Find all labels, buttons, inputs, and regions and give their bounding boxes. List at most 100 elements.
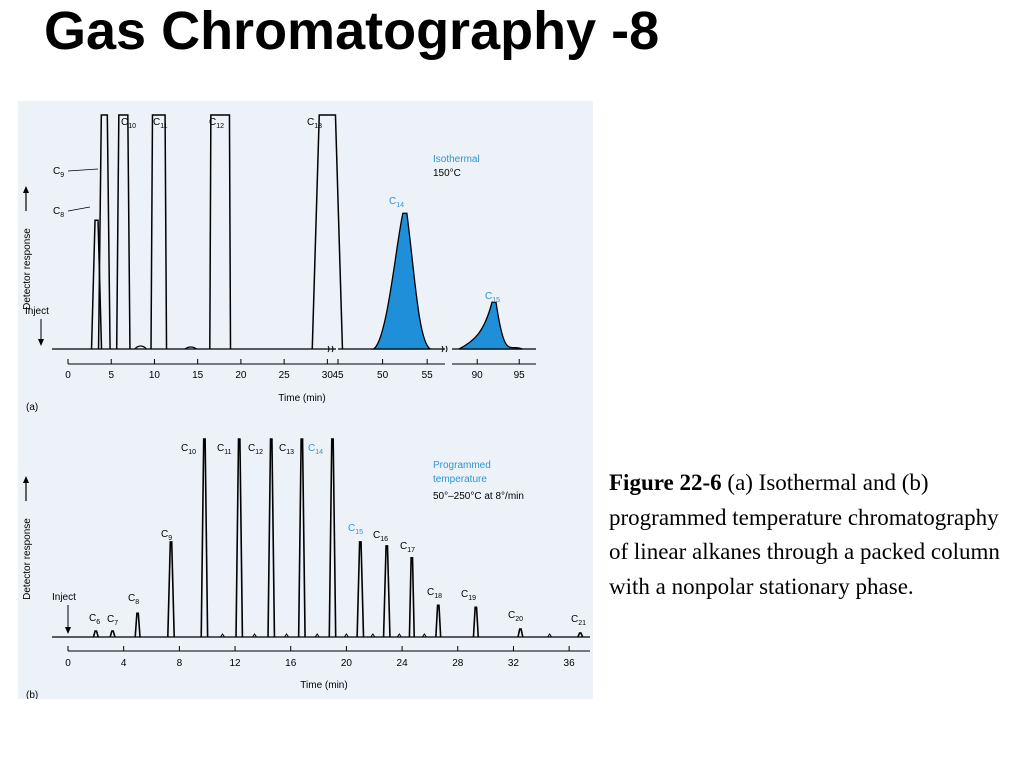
peak-a-C12 xyxy=(209,114,232,350)
peak-label-b-C10: C10 xyxy=(181,443,196,456)
chromatogram-figure: 0 5 10 15 20 25 30 45 50 55 90 95 Time (min) (a) Detec… xyxy=(22,114,590,699)
peak-label-b-C17: C17 xyxy=(400,541,415,554)
peak-label-b-C12: C12 xyxy=(248,443,263,456)
peak-b-C8 xyxy=(134,612,141,638)
peak-b-C11 xyxy=(235,438,244,638)
y-axis-label: Detector response xyxy=(22,518,33,600)
y-axis-label: Detector response xyxy=(22,228,33,310)
peak-b-C20 xyxy=(517,628,524,638)
tick-label-a-45: 45 xyxy=(332,370,344,381)
condition-b-1: temperature xyxy=(433,474,487,485)
peak-label-a-C8: C8 xyxy=(53,206,64,219)
peak-a-C10 xyxy=(115,114,131,350)
condition-b-0: Programmed xyxy=(433,460,491,471)
tick-label-b-20: 20 xyxy=(341,658,353,669)
condition-a-0: Isothermal xyxy=(433,154,480,165)
baseline-blip-b-6 xyxy=(396,633,402,638)
tick-label-b-12: 12 xyxy=(229,658,241,669)
inject-arrowhead-b xyxy=(65,627,71,634)
tick-label-b-28: 28 xyxy=(452,658,464,669)
tick-label-a-30: 30 xyxy=(322,370,334,381)
peak-label-a-C14: C14 xyxy=(389,196,404,209)
tick-label-a-5: 5 xyxy=(108,370,114,381)
peak-a-C15 xyxy=(458,301,523,350)
panel-label-b: (b) xyxy=(26,690,38,699)
tick-label-a-15: 15 xyxy=(192,370,204,381)
peak-b-C18 xyxy=(435,604,442,638)
peak-label-b-C18: C18 xyxy=(427,587,442,600)
y-axis-group-a: Detector response xyxy=(22,186,33,310)
y-axis-group-b: Detector response xyxy=(22,476,33,600)
axis-break-a2 xyxy=(441,345,448,353)
axis-break-a1 xyxy=(327,345,334,353)
inject-label-b: Inject xyxy=(52,592,76,603)
peak-label-b-C16: C16 xyxy=(373,530,388,543)
inject-arrowhead-a xyxy=(38,339,44,346)
peak-label-b-C21: C21 xyxy=(571,614,586,627)
baseline-blip-b-2 xyxy=(284,633,289,638)
peak-b-C16 xyxy=(382,545,391,638)
tick-label-a-10: 10 xyxy=(149,370,161,381)
peak-label-b-C19: C19 xyxy=(461,589,476,602)
y-axis-arrowhead xyxy=(23,186,29,193)
leader-a-C8 xyxy=(67,206,91,212)
peak-a-C9 xyxy=(97,114,111,350)
baseline-blip-b-0 xyxy=(220,633,225,638)
tick-label-a-50: 50 xyxy=(377,370,389,381)
baseline-blip-b-1 xyxy=(252,633,257,638)
peak-label-a-C15: C15 xyxy=(485,291,500,304)
tick-label-a-20: 20 xyxy=(235,370,247,381)
peak-a-C14 xyxy=(371,212,431,350)
tick-label-a-90: 90 xyxy=(472,370,484,381)
peak-b-C14 xyxy=(328,438,337,638)
leader-a-C9 xyxy=(67,168,99,172)
peak-b-C17 xyxy=(408,557,416,638)
peak-b-C9 xyxy=(167,541,176,638)
x-axis-label-b: Time (min) xyxy=(300,680,347,691)
peak-b-C19 xyxy=(472,606,480,638)
peak-b-C21 xyxy=(577,632,584,638)
y-axis-arrowhead xyxy=(23,476,29,483)
peak-label-a-C9: C9 xyxy=(53,166,64,179)
peak-b-C10 xyxy=(200,438,209,638)
tick-label-b-36: 36 xyxy=(564,658,576,669)
peak-label-b-C11: C11 xyxy=(217,443,232,456)
tick-label-a-55: 55 xyxy=(422,370,434,381)
figure-panel: 0 5 10 15 20 25 30 45 50 55 90 95 Time (min) (a) Detec… xyxy=(18,101,593,699)
peak-label-b-C20: C20 xyxy=(508,610,523,623)
condition-a-1: 150°C xyxy=(433,168,461,179)
peak-label-b-C8: C8 xyxy=(128,593,139,606)
peak-b-C12 xyxy=(267,438,276,638)
x-axis-label-a: Time (min) xyxy=(278,393,325,404)
baseline-bump-a-0 xyxy=(134,345,148,350)
tick-label-a-25: 25 xyxy=(279,370,291,381)
baseline-blip-b-8 xyxy=(547,633,553,638)
condition-b-2: 50°–250°C at 8°/min xyxy=(433,491,524,502)
peak-label-b-C6: C6 xyxy=(89,613,100,626)
caption-label: Figure 22-6 xyxy=(609,470,722,495)
figure-caption: Figure 22-6 (a) Isothermal and (b) progr… xyxy=(609,466,1009,604)
tick-label-a-0: 0 xyxy=(65,370,71,381)
peak-b-C15 xyxy=(356,541,365,638)
slide-title: Gas Chromatography -8 xyxy=(44,1,660,61)
peak-a-C11 xyxy=(150,114,168,350)
peak-label-b-C15: C15 xyxy=(348,523,363,536)
peak-b-C13 xyxy=(297,438,306,638)
baseline-blip-b-4 xyxy=(343,633,349,638)
caption-text: (a) Isothermal and (b) programmed temper… xyxy=(609,470,1000,599)
peak-label-b-C7: C7 xyxy=(107,614,118,627)
tick-label-b-16: 16 xyxy=(285,658,297,669)
peak-label-b-C14: C14 xyxy=(308,443,323,456)
peak-b-C7 xyxy=(109,630,116,638)
tick-label-b-8: 8 xyxy=(177,658,183,669)
tick-label-b-4: 4 xyxy=(121,658,127,669)
baseline-blip-b-3 xyxy=(314,633,320,638)
peak-label-b-C13: C13 xyxy=(279,443,294,456)
tick-label-b-32: 32 xyxy=(508,658,520,669)
baseline-blip-b-5 xyxy=(370,633,376,638)
baseline-bump-a-1 xyxy=(184,346,198,350)
tick-label-a-95: 95 xyxy=(514,370,526,381)
peak-b-C6 xyxy=(92,630,100,638)
baseline-blip-b-7 xyxy=(421,633,427,638)
panel-label-a: (a) xyxy=(26,402,38,413)
